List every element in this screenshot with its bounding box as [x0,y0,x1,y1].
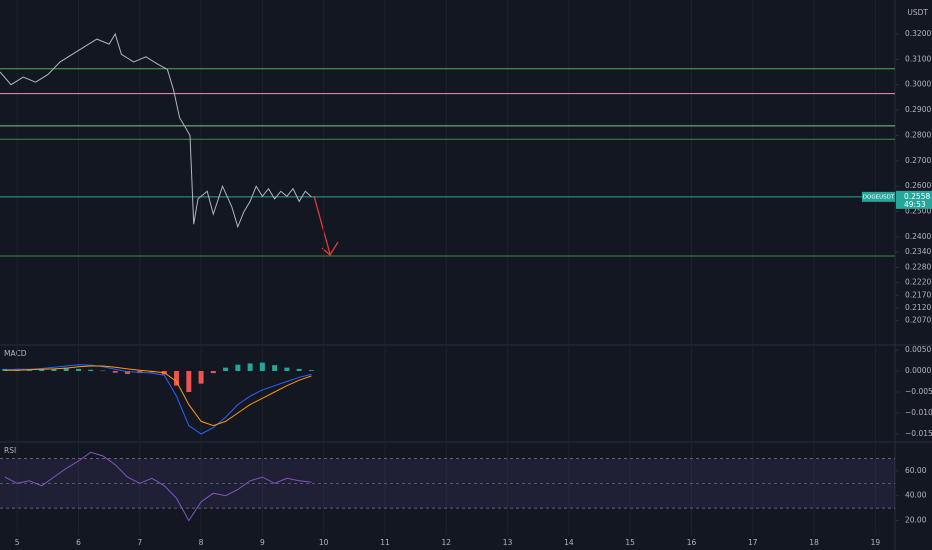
symbol-tag [862,191,895,202]
x-tick-label: 6 [76,538,81,547]
x-tick-label: 11 [380,538,390,547]
price-line [4,451,312,522]
histogram-bar [26,370,32,372]
histogram-bar [88,369,94,372]
histogram-bar [186,371,192,393]
signal-line [4,365,312,427]
x-tick-label: 9 [260,538,265,547]
x-tick-label: 13 [503,538,513,547]
histogram-bar [284,367,290,372]
currency-label: USDT [907,8,928,17]
histogram-bar [223,367,229,372]
y-tick-label: 0.2900 [905,105,931,114]
y-tick-label: 0.2340 [905,247,931,256]
y-tick-label: −0.0100 [905,408,932,417]
histogram-bar [75,368,81,372]
y-tick-label: −0.0050 [905,387,932,396]
x-tick-label: 19 [871,538,881,547]
x-tick-label: 16 [687,538,697,547]
x-tick-label: 14 [564,538,574,547]
arrow-annotation [313,195,339,256]
histogram-bar [272,365,278,372]
y-tick-label: 0.2120 [905,303,931,312]
histogram-bar [125,371,131,374]
histogram-bar [198,371,204,384]
y-tick-label: 0.2220 [905,278,931,287]
y-tick-label: 0.0000 [905,366,931,375]
histogram-bar [51,368,57,372]
y-tick-label: 0.2700 [905,156,931,165]
x-tick-label: 17 [748,538,758,547]
x-tick-label: 15 [625,538,635,547]
x-tick-label: 10 [319,538,329,547]
y-tick-label: 0.3200 [905,29,931,38]
macd-title: MACD [4,349,27,358]
x-tick-label: 18 [809,538,819,547]
y-tick-label: 0.2070 [905,316,931,325]
y-tick-label: 0.2800 [905,130,931,139]
histogram-bar [259,362,265,372]
x-tick-label: 7 [137,538,142,547]
countdown-label: 49:53 [904,200,926,209]
y-tick-label: 0.2500 [905,207,931,216]
y-tick-label: 0.3000 [905,80,931,89]
histogram-bar [308,370,314,372]
rsi-title: RSI [4,446,16,455]
y-tick-label: −0.0150 [905,429,932,438]
histogram-bar [112,371,118,373]
y-tick-label: 0.2400 [905,232,931,241]
histogram-bar [235,364,241,372]
last-price-tag [896,190,932,209]
histogram-bar [39,369,45,372]
x-tick-label: 5 [15,538,20,547]
x-tick-label: 8 [199,538,204,547]
x-tick-label: 12 [442,538,452,547]
price-line [0,32,312,229]
y-tick-label: 0.2280 [905,262,931,271]
y-tick-label: 40.00 [905,491,927,500]
y-tick-label: 0.2170 [905,290,931,299]
last-price-label: 0.2558 [904,192,930,201]
y-tick-label: 0.3100 [905,54,931,63]
symbol-label: DOGEUSDT [863,194,895,200]
histogram-bar [63,367,69,372]
histogram-bar [296,368,302,372]
y-tick-label: 0.2600 [905,181,931,190]
histogram-bar [174,371,180,386]
y-tick-label: 20.00 [905,515,927,524]
macd-line [4,364,312,435]
histogram-bar [100,370,106,372]
y-tick-label: 0.0050 [905,345,931,354]
histogram-bar [210,371,216,374]
histogram-bar [247,363,253,372]
y-tick-label: 60.00 [905,466,927,475]
